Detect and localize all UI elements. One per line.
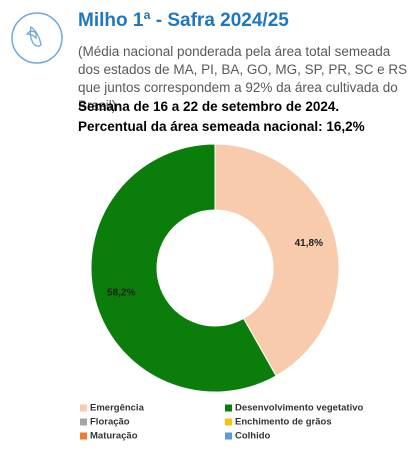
- note-text: Percentual da área semeada nacional: 16,…: [78, 119, 365, 134]
- subtitle: (Média nacional ponderada pela área tota…: [78, 44, 408, 113]
- legend-label: Colhido: [235, 431, 271, 442]
- legend-label: Maturação: [90, 431, 138, 442]
- legend-swatch: [225, 404, 232, 412]
- legend-label: Desenvolvimento vegetativo: [235, 403, 363, 414]
- legend-swatch: [80, 418, 87, 426]
- title: Milho 1ª - Safra 2024/25: [78, 10, 289, 31]
- week-text: Semana de 16 a 22 de setembro de 2024.: [78, 99, 340, 114]
- legend-swatch: [80, 404, 87, 412]
- legend-label: Floração: [90, 417, 130, 428]
- data-label: 58,2%: [107, 287, 135, 298]
- legend-swatch: [225, 418, 232, 426]
- slice: [214, 143, 340, 377]
- legend-label: Enchimento de grãos: [235, 417, 332, 428]
- data-label: 41,8%: [295, 238, 323, 249]
- legend-swatch: [80, 432, 87, 440]
- icon: [11, 12, 63, 64]
- slice: [90, 143, 277, 393]
- legend-label: Emergência: [90, 403, 145, 414]
- legend-swatch: [225, 432, 232, 440]
